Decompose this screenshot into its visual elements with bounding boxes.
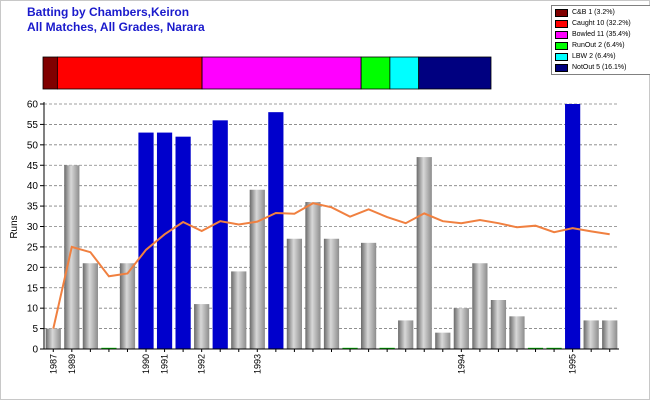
innings-bar bbox=[194, 304, 210, 349]
x-tick-label: 1995 bbox=[568, 354, 578, 374]
legend: C&B 1 (3.2%) Caught 10 (32.2%) Bowled 11… bbox=[551, 5, 650, 75]
legend-swatch bbox=[555, 30, 568, 39]
legend-item-lbw: LBW 2 (6.4%) bbox=[555, 51, 647, 62]
y-tick-label: 0 bbox=[32, 345, 38, 356]
innings-bar bbox=[435, 332, 451, 349]
x-tick-label: 1989 bbox=[67, 354, 77, 374]
innings-bar bbox=[305, 202, 321, 349]
y-axis-title: Runs bbox=[9, 215, 20, 238]
legend-label: Bowled 11 (35.4%) bbox=[572, 31, 631, 38]
y-tick-label: 15 bbox=[27, 283, 39, 294]
innings-bar bbox=[342, 347, 358, 349]
y-tick-label: 10 bbox=[27, 304, 39, 315]
legend-label: Caught 10 (32.2%) bbox=[572, 20, 631, 27]
innings-bar bbox=[472, 263, 488, 349]
legend-item-notout: NotOut 5 (16.1%) bbox=[555, 62, 647, 73]
innings-bars bbox=[45, 104, 618, 350]
legend-swatch bbox=[555, 63, 568, 72]
axes: 0 5 10 15 20 25 30 35 40 45 50 55 60 1987 1989 1990 1991… bbox=[27, 100, 619, 374]
innings-bar bbox=[453, 308, 469, 349]
innings-bar bbox=[583, 320, 599, 349]
legend-label: NotOut 5 (16.1%) bbox=[572, 64, 627, 71]
average-line-path bbox=[52, 202, 610, 329]
innings-bar bbox=[286, 238, 303, 349]
innings-bar bbox=[212, 120, 228, 349]
innings-bar bbox=[565, 104, 581, 349]
legend-swatch bbox=[555, 41, 568, 50]
legend-item-bowled: Bowled 11 (35.4%) bbox=[555, 29, 647, 40]
innings-bar bbox=[398, 320, 414, 349]
innings-bar bbox=[323, 238, 340, 349]
y-tick-label: 55 bbox=[27, 120, 39, 131]
innings-bar bbox=[602, 320, 618, 349]
y-tick-label: 5 bbox=[32, 324, 38, 335]
x-tick-label: 1994 bbox=[456, 354, 466, 374]
dismissal-segment bbox=[56, 56, 203, 90]
innings-bar bbox=[546, 347, 562, 349]
innings-bar bbox=[527, 347, 544, 349]
dismissal-segment bbox=[201, 56, 362, 90]
innings-bar bbox=[156, 132, 173, 349]
chart-title: Batting by Chambers,Keiron bbox=[27, 5, 190, 19]
legend-label: LBW 2 (6.4%) bbox=[572, 53, 616, 60]
dismissal-segment bbox=[418, 56, 492, 90]
legend-swatch bbox=[555, 19, 568, 28]
x-tick-label: 1987 bbox=[48, 354, 58, 374]
dismissal-segment bbox=[42, 56, 58, 90]
legend-item-cb: C&B 1 (3.2%) bbox=[555, 7, 647, 18]
innings-bar bbox=[249, 189, 265, 349]
innings-bar bbox=[101, 347, 117, 349]
innings-bar bbox=[82, 263, 98, 349]
x-tick-label: 1991 bbox=[160, 354, 170, 374]
x-tick-label: 1992 bbox=[197, 354, 207, 374]
y-tick-label: 60 bbox=[27, 100, 39, 111]
legend-swatch bbox=[555, 52, 568, 61]
innings-bar bbox=[138, 132, 154, 349]
innings-bar bbox=[231, 271, 247, 349]
innings-bar bbox=[360, 242, 377, 349]
y-tick-label: 40 bbox=[27, 181, 39, 192]
chart-subtitle: All Matches, All Grades, Narara bbox=[27, 20, 205, 34]
innings-bar bbox=[509, 316, 525, 349]
legend-label: C&B 1 (3.2%) bbox=[572, 9, 615, 16]
legend-item-runout: RunOut 2 (6.4%) bbox=[555, 40, 647, 51]
innings-bar bbox=[64, 165, 80, 349]
average-line bbox=[52, 202, 610, 329]
dismissal-segment bbox=[360, 56, 391, 90]
y-tick-label: 35 bbox=[27, 202, 39, 213]
innings-bar bbox=[416, 157, 432, 349]
innings-bar bbox=[175, 136, 191, 349]
x-tick-label: 1990 bbox=[141, 354, 151, 374]
dismissal-bar bbox=[42, 56, 492, 90]
legend-item-caught: Caught 10 (32.2%) bbox=[555, 18, 647, 29]
dismissal-segment bbox=[389, 56, 420, 90]
legend-label: RunOut 2 (6.4%) bbox=[572, 42, 625, 49]
y-tick-label: 25 bbox=[27, 242, 39, 253]
innings-bar bbox=[490, 300, 507, 349]
innings-bar bbox=[379, 347, 395, 349]
legend-swatch bbox=[555, 8, 568, 17]
x-tick-label: 1993 bbox=[252, 354, 262, 374]
y-tick-label: 50 bbox=[27, 140, 39, 151]
y-tick-label: 45 bbox=[27, 161, 39, 172]
y-tick-label: 20 bbox=[27, 263, 39, 274]
innings-bar bbox=[119, 263, 136, 349]
y-tick-label: 30 bbox=[27, 222, 39, 233]
innings-bar bbox=[45, 328, 61, 349]
innings-bar bbox=[268, 112, 284, 350]
